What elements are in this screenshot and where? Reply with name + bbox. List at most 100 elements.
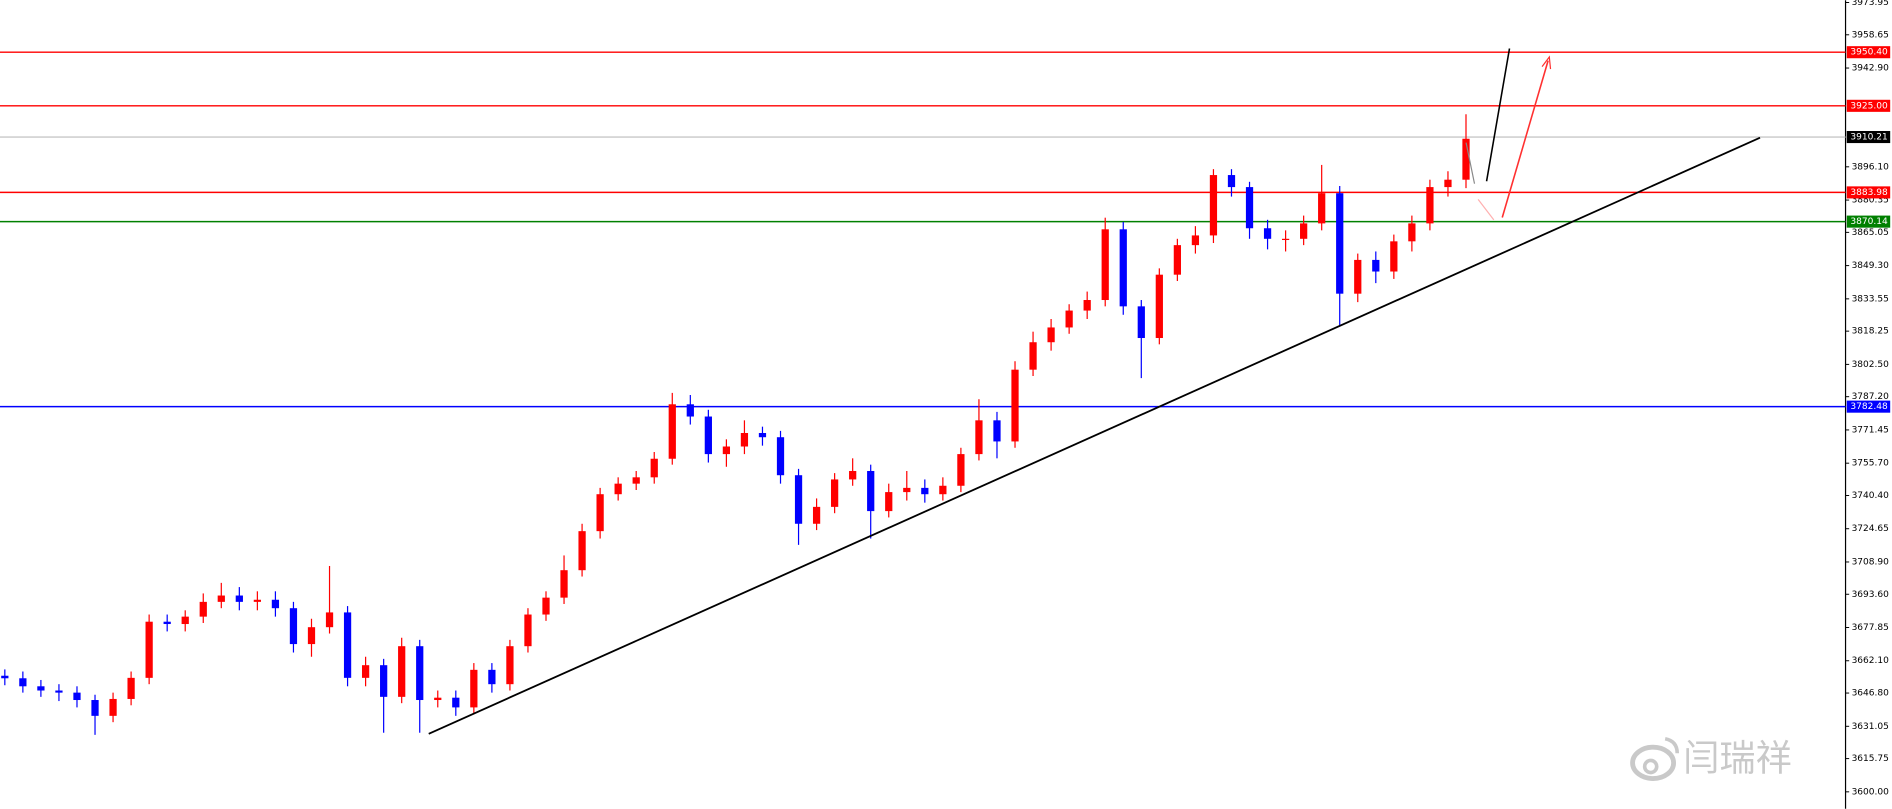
candle-body xyxy=(794,475,803,524)
watermark: 闫瑞祥 xyxy=(1630,736,1792,781)
candle-body xyxy=(434,697,442,701)
candle-body xyxy=(343,612,352,678)
candle-body xyxy=(921,487,929,495)
level-label-box xyxy=(1846,131,1891,144)
candle-body xyxy=(1227,175,1236,188)
candles xyxy=(1,114,1761,735)
candle-body xyxy=(19,678,27,687)
candle-body xyxy=(1137,306,1145,339)
candle-body xyxy=(1065,310,1073,328)
candle-body xyxy=(1462,138,1470,180)
candle-body xyxy=(361,665,370,678)
y-tick-label: 3708.90 xyxy=(1852,557,1890,567)
candle-body xyxy=(1191,235,1200,246)
candle-body xyxy=(416,646,424,701)
candle-body xyxy=(849,470,857,480)
candle-body xyxy=(55,690,63,693)
candle-body xyxy=(1336,193,1344,294)
candle-body xyxy=(542,597,550,615)
candle-body xyxy=(1408,223,1416,242)
y-tick-label: 3631.05 xyxy=(1852,722,1889,732)
y-tick-label: 3755.70 xyxy=(1852,459,1890,469)
candle-body xyxy=(560,570,568,598)
candle-body xyxy=(632,477,640,484)
candle-body xyxy=(1155,274,1163,339)
candle-body xyxy=(1173,245,1181,275)
overlay xyxy=(1465,48,1552,221)
candle-body xyxy=(758,432,767,438)
candle-body xyxy=(506,646,514,685)
candle-body xyxy=(524,614,532,647)
levels xyxy=(0,51,1846,408)
candle-body xyxy=(127,677,135,699)
candle-body xyxy=(776,437,785,476)
candle-body xyxy=(488,669,496,685)
arrow-head xyxy=(1541,55,1552,70)
candle-body xyxy=(1083,300,1091,311)
y-tick-label: 3973.95 xyxy=(1852,0,1889,8)
price-axis: 3973.95 3958.65 3942.90 3896.10 3880.35 3865.… xyxy=(1845,0,1891,797)
y-tick-label: 3865.05 xyxy=(1852,228,1889,238)
candle-body xyxy=(1426,187,1434,224)
candle-body xyxy=(145,621,153,678)
y-tick-label: 3600.00 xyxy=(1852,787,1890,797)
candle-body xyxy=(109,698,117,716)
level-label: 3870.14 xyxy=(1850,217,1888,227)
candle-body xyxy=(37,686,45,691)
candle-body xyxy=(812,506,821,524)
candle-body xyxy=(867,470,875,512)
candle-body xyxy=(289,608,298,645)
candle-body xyxy=(668,404,676,459)
y-tick-label: 3677.85 xyxy=(1852,623,1889,633)
candle-body xyxy=(1354,259,1362,294)
level-label-box xyxy=(1846,400,1891,413)
candle-body xyxy=(740,432,749,447)
y-tick-label: 3896.10 xyxy=(1852,162,1890,172)
candle-body xyxy=(831,479,839,507)
candle-body xyxy=(1029,342,1037,370)
candle-body xyxy=(452,697,460,708)
level-label-box xyxy=(1846,46,1891,59)
candle-body xyxy=(398,646,406,697)
y-tick-label: 3646.80 xyxy=(1852,689,1890,699)
candle-body xyxy=(1101,229,1109,301)
candle-body xyxy=(1281,238,1290,241)
watermark-logo xyxy=(1664,736,1680,754)
y-tick-label: 3942.90 xyxy=(1852,64,1890,74)
candle-body xyxy=(1245,187,1254,229)
level-label-box xyxy=(1846,215,1891,228)
candle-body xyxy=(993,420,1001,442)
candle-body xyxy=(975,420,983,455)
candle-body xyxy=(253,599,261,602)
watermark-logo xyxy=(1630,744,1677,781)
candle-body xyxy=(271,599,280,609)
candle-body xyxy=(1,675,9,679)
candle-body xyxy=(235,595,243,602)
candle-body xyxy=(1047,327,1055,343)
y-tick-label: 3818.25 xyxy=(1852,327,1889,337)
candle-body xyxy=(1444,179,1452,188)
candle-body xyxy=(704,416,712,455)
candle-body xyxy=(957,454,965,486)
y-tick-label: 3958.65 xyxy=(1852,30,1889,40)
projection-path xyxy=(1465,142,1476,184)
watermark-text: 闫瑞祥 xyxy=(1683,736,1792,779)
y-tick-label: 3693.60 xyxy=(1852,590,1890,600)
candle-body xyxy=(686,404,694,417)
level-label: 3910.21 xyxy=(1850,133,1887,143)
y-tick-label: 3724.65 xyxy=(1852,524,1889,534)
trend-line xyxy=(428,136,1761,735)
y-tick-label: 3615.75 xyxy=(1852,754,1889,764)
candle-body xyxy=(1263,228,1272,239)
level-label-box xyxy=(1846,186,1891,199)
y-tick-label: 3880.35 xyxy=(1852,196,1889,206)
y-tick-label: 3802.50 xyxy=(1852,360,1890,370)
level-label: 3782.48 xyxy=(1850,402,1888,412)
level-label: 3950.40 xyxy=(1850,48,1888,58)
level-label: 3925.00 xyxy=(1850,101,1888,111)
candle-body xyxy=(1209,175,1218,236)
projection-arrow-up xyxy=(1501,60,1549,218)
level-label-box xyxy=(1846,99,1891,112)
candle-body xyxy=(1390,241,1398,272)
candle-body xyxy=(380,665,388,697)
